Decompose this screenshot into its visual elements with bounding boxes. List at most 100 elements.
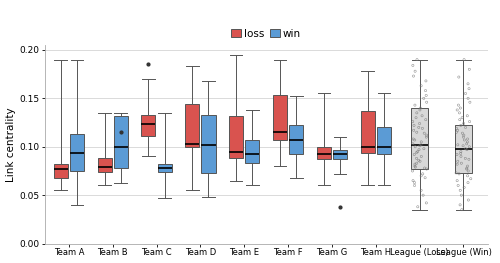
Point: [464, 180, 472, 185]
Point: [410, 180, 418, 185]
Point: [460, 122, 468, 126]
Point: [454, 103, 462, 107]
Point: [410, 138, 418, 142]
Point: [452, 126, 460, 130]
Legend: loss, win: loss, win: [227, 24, 305, 43]
Bar: [142, 115, 156, 136]
Point: [454, 143, 462, 147]
Point: [409, 137, 417, 141]
Point: [466, 67, 473, 71]
Point: [415, 148, 423, 152]
Point: [462, 125, 469, 129]
Bar: [289, 125, 303, 154]
Point: [456, 118, 464, 122]
Point: [460, 185, 468, 190]
Point: [464, 174, 471, 178]
Point: [414, 158, 422, 163]
Bar: [377, 127, 391, 154]
Point: [410, 183, 418, 188]
Point: [410, 123, 418, 128]
Point: [417, 174, 425, 178]
Point: [422, 201, 430, 205]
Point: [422, 118, 430, 122]
Point: [421, 176, 429, 180]
Point: [458, 161, 466, 165]
Point: [464, 164, 471, 168]
Point: [453, 108, 461, 112]
Point: [464, 82, 472, 86]
Point: [419, 193, 427, 197]
Point: [409, 142, 417, 146]
Point: [460, 133, 468, 137]
Point: [458, 208, 466, 212]
Point: [417, 84, 425, 88]
Point: [411, 103, 419, 107]
Point: [414, 205, 422, 209]
Bar: [158, 164, 172, 172]
Point: [453, 152, 461, 156]
Point: [464, 137, 471, 141]
Point: [464, 140, 471, 144]
Point: [464, 169, 472, 173]
Point: [408, 169, 416, 173]
Point: [418, 154, 426, 159]
Point: [454, 183, 462, 188]
Point: [414, 149, 422, 154]
Point: [420, 96, 428, 100]
Point: [452, 171, 460, 175]
Point: [462, 156, 469, 160]
Point: [462, 146, 469, 151]
Point: [460, 135, 468, 139]
Point: [416, 144, 424, 148]
Point: [458, 131, 466, 135]
Point: [465, 87, 473, 91]
Point: [411, 162, 419, 166]
Point: [418, 172, 426, 176]
Bar: [186, 104, 200, 147]
Point: [457, 149, 465, 154]
Bar: [202, 115, 215, 173]
Point: [453, 162, 461, 166]
Point: [466, 176, 474, 181]
Point: [464, 114, 471, 118]
Point: [420, 131, 428, 135]
Point: [417, 140, 425, 144]
Point: [412, 116, 420, 120]
Point: [420, 146, 428, 151]
Point: [411, 164, 419, 168]
Point: [462, 92, 469, 96]
Point: [453, 179, 461, 183]
Point: [418, 126, 426, 130]
Point: [412, 130, 420, 134]
Point: [422, 79, 430, 83]
Point: [466, 119, 473, 124]
Point: [460, 138, 468, 142]
Point: [456, 111, 464, 115]
Bar: [412, 108, 428, 169]
Point: [409, 63, 417, 68]
Point: [408, 119, 416, 124]
Bar: [317, 147, 331, 159]
Point: [413, 58, 421, 62]
Point: [456, 123, 464, 128]
Point: [422, 93, 430, 98]
Point: [456, 188, 464, 193]
Point: [452, 130, 460, 134]
Point: [422, 135, 430, 139]
Point: [412, 165, 420, 169]
Point: [466, 100, 474, 104]
Point: [455, 172, 463, 176]
Point: [416, 159, 424, 163]
Bar: [360, 111, 374, 153]
Bar: [333, 150, 347, 159]
Bar: [229, 116, 243, 158]
Point: [414, 125, 422, 129]
Point: [454, 159, 462, 163]
Point: [462, 167, 470, 171]
Y-axis label: Link centrality: Link centrality: [6, 107, 16, 182]
Point: [454, 128, 462, 132]
Point: [422, 88, 430, 93]
Point: [457, 154, 465, 159]
Point: [411, 145, 419, 149]
Point: [411, 69, 419, 73]
